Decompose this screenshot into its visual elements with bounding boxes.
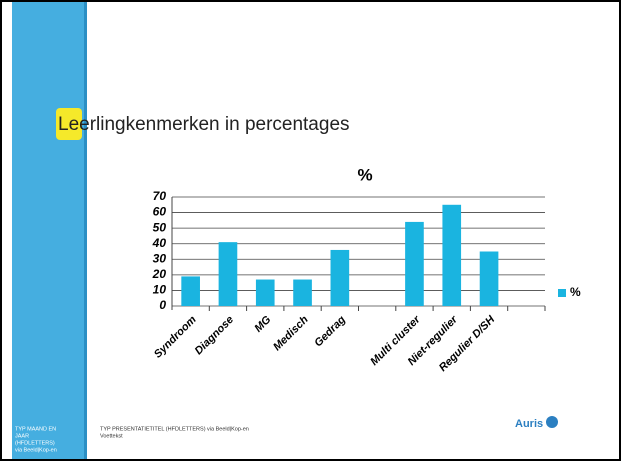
bar [405,221,424,306]
footer-date: (HFDLETTERS) [15,440,55,446]
bar [181,276,200,306]
logo: Auris [515,418,543,430]
footer-date: JAAR [15,433,29,439]
bar [293,279,312,306]
y-tick-label: 20 [152,267,167,281]
title-highlight [56,108,82,140]
y-tick-label: 40 [152,236,167,250]
side-bar [12,2,85,459]
chart-title: % [357,165,372,184]
y-tick-label: 10 [153,283,167,297]
footer-date: TYP MAAND EN [15,426,56,432]
logo-icon [546,416,558,428]
bar [218,242,238,306]
y-tick-label: 0 [159,298,166,312]
y-tick-label: 50 [153,220,167,234]
bar [330,249,350,306]
y-tick-label: 70 [153,189,167,203]
footer-date: via Beeld|Kop-en [15,447,57,453]
y-tick-label: 60 [153,205,167,219]
legend-label: % [570,285,581,299]
bar [255,279,275,306]
legend-swatch [558,289,566,297]
bar [442,204,462,306]
footer-text: TYP PRESENTATIETITEL (HFDLETTERS) via Be… [100,426,249,432]
bar [479,251,499,306]
y-tick-label: 30 [153,251,167,265]
footer-text: Voettekst [100,433,123,439]
slide-title: Leerlingkenmerken in percentages [58,114,350,135]
side-bar-edge [84,2,87,459]
